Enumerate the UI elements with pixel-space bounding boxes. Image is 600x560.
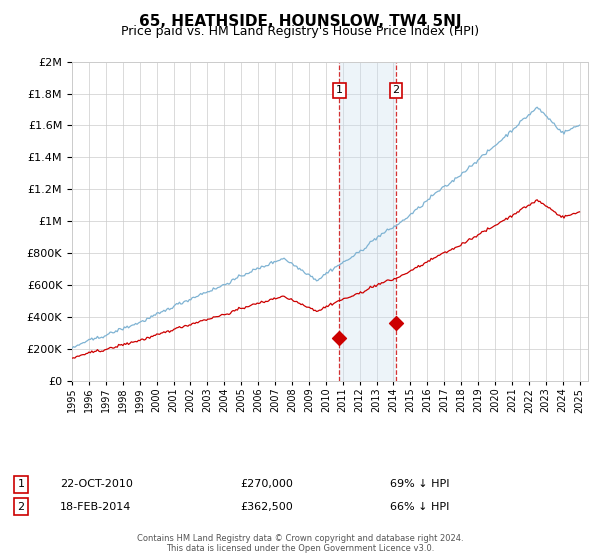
Text: £270,000: £270,000 <box>240 479 293 489</box>
Bar <box>340 62 396 381</box>
65, HEATHSIDE, HOUNSLOW, TW4 5NJ (detached house) <box>533 197 541 203</box>
65, HEATHSIDE, HOUNSLOW, TW4 5NJ (detached house) <box>68 355 76 362</box>
HPI: Average price, detached house, Richmond upon Thames: (2e+03, 2.04e+05): Average price, detached house, Richmond … <box>68 345 76 352</box>
HPI: Average price, detached house, Richmond upon Thames: (2.01e+03, 7.2e+05): Average price, detached house, Richmond … <box>290 263 298 269</box>
65, HEATHSIDE, HOUNSLOW, TW4 5NJ (detached house) <box>290 298 298 305</box>
HPI: Average price, detached house, Richmond upon Thames: (2e+03, 3.51e+05): Average price, detached house, Richmond … <box>131 321 138 328</box>
Text: 1: 1 <box>17 479 25 489</box>
HPI: Average price, detached house, Richmond upon Thames: (2.02e+03, 1.62e+06): Average price, detached house, Richmond … <box>549 120 556 127</box>
HPI: Average price, detached house, Richmond upon Thames: (2e+03, 6.03e+05): Average price, detached house, Richmond … <box>220 281 227 288</box>
Text: £362,500: £362,500 <box>240 502 293 512</box>
Text: 1: 1 <box>336 85 343 95</box>
Text: 18-FEB-2014: 18-FEB-2014 <box>60 502 131 512</box>
Text: Price paid vs. HM Land Registry's House Price Index (HPI): Price paid vs. HM Land Registry's House … <box>121 25 479 38</box>
HPI: Average price, detached house, Richmond upon Thames: (2.01e+03, 6.72e+05): Average price, detached house, Richmond … <box>245 270 253 277</box>
Text: 69% ↓ HPI: 69% ↓ HPI <box>390 479 449 489</box>
Line: HPI: Average price, detached house, Richmond upon Thames: HPI: Average price, detached house, Rich… <box>72 107 580 348</box>
Text: 66% ↓ HPI: 66% ↓ HPI <box>390 502 449 512</box>
65, HEATHSIDE, HOUNSLOW, TW4 5NJ (detached house) <box>576 208 583 215</box>
Text: 22-OCT-2010: 22-OCT-2010 <box>60 479 133 489</box>
HPI: Average price, detached house, Richmond upon Thames: (2.02e+03, 1.71e+06): Average price, detached house, Richmond … <box>533 104 541 110</box>
65, HEATHSIDE, HOUNSLOW, TW4 5NJ (detached house) <box>549 207 556 214</box>
65, HEATHSIDE, HOUNSLOW, TW4 5NJ (detached house) <box>245 303 253 310</box>
Text: Contains HM Land Registry data © Crown copyright and database right 2024.
This d: Contains HM Land Registry data © Crown c… <box>137 534 463 553</box>
Line: 65, HEATHSIDE, HOUNSLOW, TW4 5NJ (detached house): 65, HEATHSIDE, HOUNSLOW, TW4 5NJ (detach… <box>72 200 580 358</box>
Point <box>391 319 401 328</box>
Text: 65, HEATHSIDE, HOUNSLOW, TW4 5NJ: 65, HEATHSIDE, HOUNSLOW, TW4 5NJ <box>139 14 461 29</box>
65, HEATHSIDE, HOUNSLOW, TW4 5NJ (detached house) <box>131 338 138 345</box>
Point <box>335 333 344 342</box>
Text: 2: 2 <box>17 502 25 512</box>
65, HEATHSIDE, HOUNSLOW, TW4 5NJ (detached house) <box>220 311 227 318</box>
HPI: Average price, detached house, Richmond upon Thames: (2e+03, 6.58e+05): Average price, detached house, Richmond … <box>236 272 244 279</box>
Text: 2: 2 <box>392 85 400 95</box>
65, HEATHSIDE, HOUNSLOW, TW4 5NJ (detached house) <box>236 305 244 312</box>
HPI: Average price, detached house, Richmond upon Thames: (2.02e+03, 1.6e+06): Average price, detached house, Richmond … <box>576 122 583 129</box>
